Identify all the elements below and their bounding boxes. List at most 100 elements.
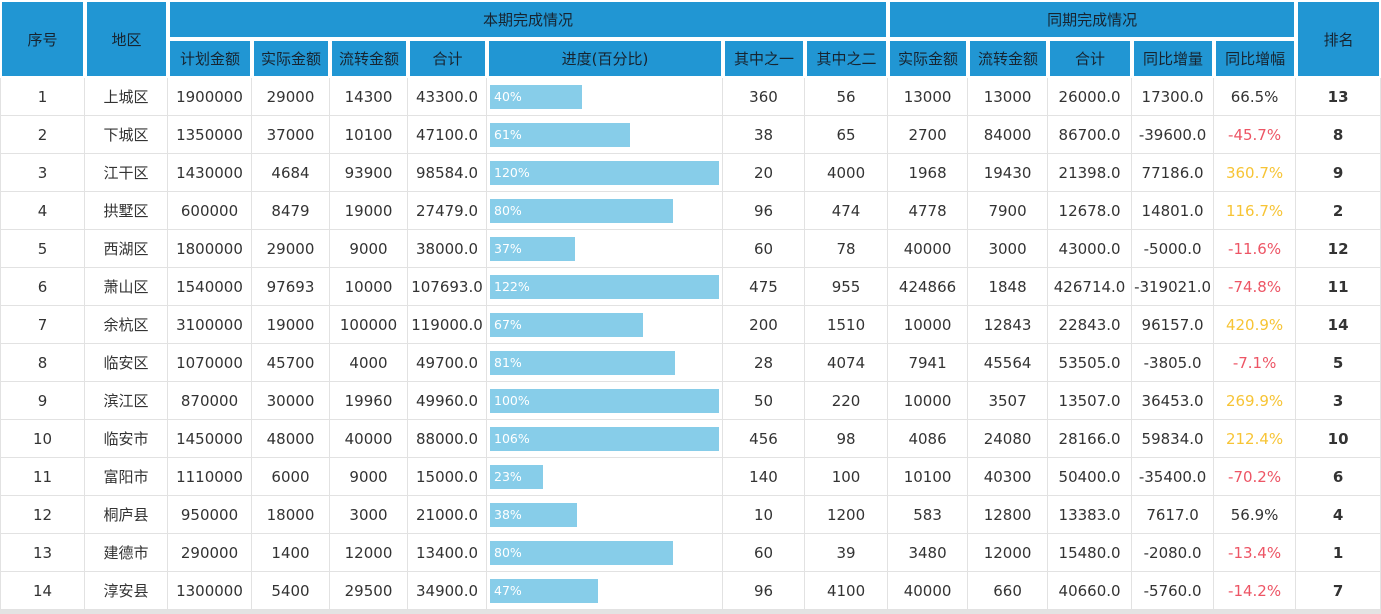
- cell-total: 13400.0: [408, 534, 487, 572]
- cell-progress: 37%: [487, 230, 723, 268]
- progress-bar: 38%: [490, 502, 578, 527]
- progress-bar-track: 80%: [490, 198, 719, 223]
- table-row: 8 临安区 1070000 45700 4000 49700.0 81% 28 4074 7941…: [0, 344, 1381, 382]
- cell-plan-amount: 290000: [168, 534, 252, 572]
- cell-rank: 8: [1296, 116, 1381, 154]
- cell-rank: 11: [1296, 268, 1381, 306]
- cell-serial: 12: [0, 496, 85, 534]
- table-row: 1 上城区 1900000 29000 14300 43300.0 40% 360 56 1300…: [0, 78, 1381, 116]
- cell-transfer-amount: 40000: [330, 420, 408, 458]
- cell-plan-amount: 1450000: [168, 420, 252, 458]
- cell-yoy-delta: 7617.0: [1132, 496, 1215, 534]
- cell-rank: 4: [1296, 496, 1381, 534]
- cell-part-one: 96: [723, 572, 805, 610]
- cell-rank: 6: [1296, 458, 1381, 496]
- cell-prev-actual-amount: 7941: [888, 344, 969, 382]
- progress-bar: 80%: [490, 540, 674, 565]
- cell-prev-transfer-amount: 84000: [968, 116, 1049, 154]
- cell-prev-transfer-amount: 12800: [968, 496, 1049, 534]
- cell-yoy-rate: -11.6%: [1214, 230, 1297, 268]
- cell-rank: 2: [1296, 192, 1381, 230]
- cell-transfer-amount: 93900: [330, 154, 408, 192]
- cell-prev-total: 15480.0: [1048, 534, 1133, 572]
- cell-total: 27479.0: [408, 192, 487, 230]
- cell-yoy-delta: 77186.0: [1132, 154, 1215, 192]
- progress-bar: 122%: [490, 274, 719, 299]
- cell-progress: 40%: [487, 78, 723, 116]
- progress-bar: 67%: [490, 312, 644, 337]
- cell-prev-actual-amount: 13000: [888, 78, 969, 116]
- progress-bar-label: 61%: [494, 127, 522, 142]
- cell-actual-amount: 30000: [252, 382, 330, 420]
- cell-transfer-amount: 10000: [330, 268, 408, 306]
- cell-region: 滨江区: [85, 382, 168, 420]
- cell-prev-actual-amount: 40000: [888, 230, 969, 268]
- cell-yoy-delta: 36453.0: [1132, 382, 1215, 420]
- cell-rank: 7: [1296, 572, 1381, 610]
- cell-prev-transfer-amount: 1848: [968, 268, 1049, 306]
- cell-prev-transfer-amount: 3000: [968, 230, 1049, 268]
- cell-region: 上城区: [85, 78, 168, 116]
- cell-part-one: 360: [723, 78, 805, 116]
- cell-prev-total: 12678.0: [1048, 192, 1133, 230]
- header-group-previous-period: 同期完成情况: [888, 0, 1297, 39]
- cell-rank: 1: [1296, 534, 1381, 572]
- progress-bar-track: 120%: [490, 160, 719, 185]
- header-col-yoy-delta: 同比增量: [1132, 39, 1215, 78]
- table-row: 9 滨江区 870000 30000 19960 49960.0 100% 50 220 1000…: [0, 382, 1381, 420]
- cell-prev-total: 50400.0: [1048, 458, 1133, 496]
- cell-plan-amount: 1350000: [168, 116, 252, 154]
- progress-bar-track: 81%: [490, 350, 719, 375]
- progress-bar: 61%: [490, 122, 630, 147]
- cell-part-one: 60: [723, 230, 805, 268]
- cell-plan-amount: 1800000: [168, 230, 252, 268]
- cell-prev-total: 43000.0: [1048, 230, 1133, 268]
- cell-progress: 106%: [487, 420, 723, 458]
- cell-serial: 14: [0, 572, 85, 610]
- cell-total: 88000.0: [408, 420, 487, 458]
- cell-serial: 1: [0, 78, 85, 116]
- progress-bar: 100%: [490, 388, 719, 413]
- header-group-current-period: 本期完成情况: [168, 0, 889, 39]
- cell-actual-amount: 48000: [252, 420, 330, 458]
- cell-progress: 80%: [487, 192, 723, 230]
- progress-bar-track: 47%: [490, 578, 719, 603]
- cell-prev-total: 28166.0: [1048, 420, 1133, 458]
- progress-bar-track: 100%: [490, 388, 719, 413]
- table-header: 序号 地区 本期完成情况 同期完成情况 排名 计划金额 实际金额 流转金额 合计 进度(…: [0, 0, 1381, 78]
- cell-prev-actual-amount: 10000: [888, 382, 969, 420]
- progress-bar-track: 61%: [490, 122, 719, 147]
- cell-part-two: 4100: [805, 572, 889, 610]
- cell-region: 临安市: [85, 420, 168, 458]
- progress-bar-track: 106%: [490, 426, 719, 451]
- cell-part-one: 10: [723, 496, 805, 534]
- header-col-rank: 排名: [1296, 0, 1381, 78]
- cell-region: 西湖区: [85, 230, 168, 268]
- header-col-yoy-rate: 同比增幅: [1214, 39, 1297, 78]
- table-row: 10 临安市 1450000 48000 40000 88000.0 106% 456 98 40…: [0, 420, 1381, 458]
- cell-prev-total: 426714.0: [1048, 268, 1133, 306]
- cell-actual-amount: 29000: [252, 230, 330, 268]
- cell-yoy-delta: 14801.0: [1132, 192, 1215, 230]
- progress-bar-label: 122%: [494, 279, 530, 294]
- cell-prev-actual-amount: 3480: [888, 534, 969, 572]
- progress-bar: 120%: [490, 160, 719, 185]
- progress-bar-track: 38%: [490, 502, 719, 527]
- cell-yoy-delta: -35400.0: [1132, 458, 1215, 496]
- cell-yoy-delta: -39600.0: [1132, 116, 1215, 154]
- cell-part-one: 50: [723, 382, 805, 420]
- cell-prev-actual-amount: 583: [888, 496, 969, 534]
- cell-yoy-rate: 269.9%: [1214, 382, 1297, 420]
- cell-part-one: 38: [723, 116, 805, 154]
- cell-prev-transfer-amount: 660: [968, 572, 1049, 610]
- cell-prev-actual-amount: 4086: [888, 420, 969, 458]
- cell-part-two: 955: [805, 268, 889, 306]
- cell-region: 临安区: [85, 344, 168, 382]
- cell-transfer-amount: 19000: [330, 192, 408, 230]
- cell-total: 15000.0: [408, 458, 487, 496]
- progress-bar-track: 37%: [490, 236, 719, 261]
- progress-bar: 80%: [490, 198, 674, 223]
- cell-transfer-amount: 9000: [330, 230, 408, 268]
- cell-plan-amount: 1900000: [168, 78, 252, 116]
